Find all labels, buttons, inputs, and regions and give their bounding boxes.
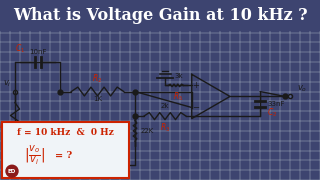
Text: +: + bbox=[192, 81, 199, 90]
Text: −: − bbox=[192, 103, 199, 112]
FancyBboxPatch shape bbox=[2, 122, 129, 178]
Text: 1K: 1K bbox=[93, 96, 102, 102]
Text: $v_i$: $v_i$ bbox=[3, 78, 11, 89]
Text: $R_5$: $R_5$ bbox=[173, 90, 183, 103]
Text: 10nF: 10nF bbox=[29, 49, 46, 55]
Circle shape bbox=[6, 165, 18, 177]
Text: 10k: 10k bbox=[21, 125, 34, 131]
Text: 22K: 22K bbox=[141, 128, 154, 134]
Text: 33nF: 33nF bbox=[267, 101, 284, 107]
Text: f = 10 kHz  &  0 Hz: f = 10 kHz & 0 Hz bbox=[17, 128, 113, 137]
Text: What is Voltage Gain at 10 kHz ?: What is Voltage Gain at 10 kHz ? bbox=[13, 7, 307, 24]
Text: $|\frac{v_o}{v_i}|$: $|\frac{v_o}{v_i}|$ bbox=[24, 144, 46, 167]
Text: $C_2$: $C_2$ bbox=[267, 107, 277, 119]
Text: = ?: = ? bbox=[55, 151, 72, 160]
Text: 2k: 2k bbox=[161, 103, 169, 109]
Text: 3k: 3k bbox=[174, 73, 183, 78]
Text: $R_1$: $R_1$ bbox=[0, 119, 9, 132]
Text: $C_1$: $C_1$ bbox=[15, 43, 25, 55]
Text: $R_4$: $R_4$ bbox=[119, 123, 129, 135]
Text: $v_o$: $v_o$ bbox=[297, 84, 307, 94]
Text: $R_2$: $R_2$ bbox=[92, 72, 103, 85]
Text: $R_3$: $R_3$ bbox=[160, 121, 170, 134]
Text: ED: ED bbox=[8, 169, 16, 174]
